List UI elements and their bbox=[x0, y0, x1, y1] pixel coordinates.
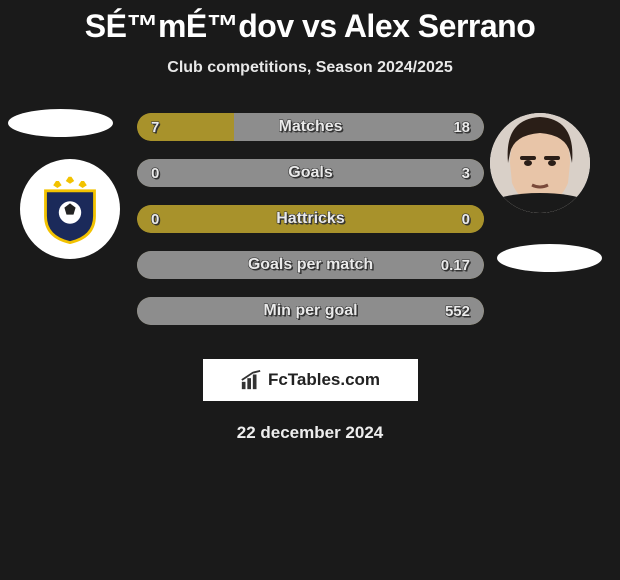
stat-bar-left-value: 0 bbox=[151, 159, 159, 187]
stat-bar-left-value: 7 bbox=[151, 113, 159, 141]
stat-bar-left-value: 0 bbox=[151, 205, 159, 233]
stat-bars: Matches718Goals03Hattricks00Goals per ma… bbox=[137, 113, 484, 343]
stat-bar-right-value: 552 bbox=[445, 297, 470, 325]
stat-bar-row: Hattricks0 0 bbox=[137, 205, 484, 233]
left-player-placeholder bbox=[8, 109, 113, 137]
source-logo-text: FcTables.com bbox=[268, 370, 380, 390]
right-club-placeholder bbox=[497, 244, 602, 272]
stat-bar-right-value: 18 bbox=[453, 113, 470, 141]
stat-bar-label: Min per goal bbox=[137, 297, 484, 325]
right-player-photo bbox=[490, 113, 590, 213]
left-club-crest bbox=[20, 159, 120, 259]
stat-bar-right-value: 3 bbox=[462, 159, 470, 187]
stat-bar-label: Matches bbox=[137, 113, 484, 141]
player-face-icon bbox=[490, 113, 590, 213]
stat-bar-row: Matches7 18 bbox=[137, 113, 484, 141]
stat-bar-row: Goals0 3 bbox=[137, 159, 484, 187]
stat-bar-row: Goals per match0.17 bbox=[137, 251, 484, 279]
comparison-arena: Matches718Goals03Hattricks00Goals per ma… bbox=[0, 109, 620, 349]
stat-bar-right-value: 0.17 bbox=[441, 251, 470, 279]
stat-bar-right-value: 0 bbox=[462, 205, 470, 233]
chart-icon bbox=[240, 369, 262, 391]
stat-bar-label: Goals bbox=[137, 159, 484, 187]
comparison-title: SÉ™mÉ™dov vs Alex Serrano bbox=[0, 0, 620, 45]
stat-bar-label: Goals per match bbox=[137, 251, 484, 279]
stat-bar-label: Hattricks bbox=[137, 205, 484, 233]
club-crest-icon bbox=[35, 174, 105, 244]
comparison-subtitle: Club competitions, Season 2024/2025 bbox=[0, 59, 620, 77]
comparison-date: 22 december 2024 bbox=[0, 423, 620, 443]
source-logo[interactable]: FcTables.com bbox=[203, 359, 418, 401]
stat-bar-row: Min per goal552 bbox=[137, 297, 484, 325]
